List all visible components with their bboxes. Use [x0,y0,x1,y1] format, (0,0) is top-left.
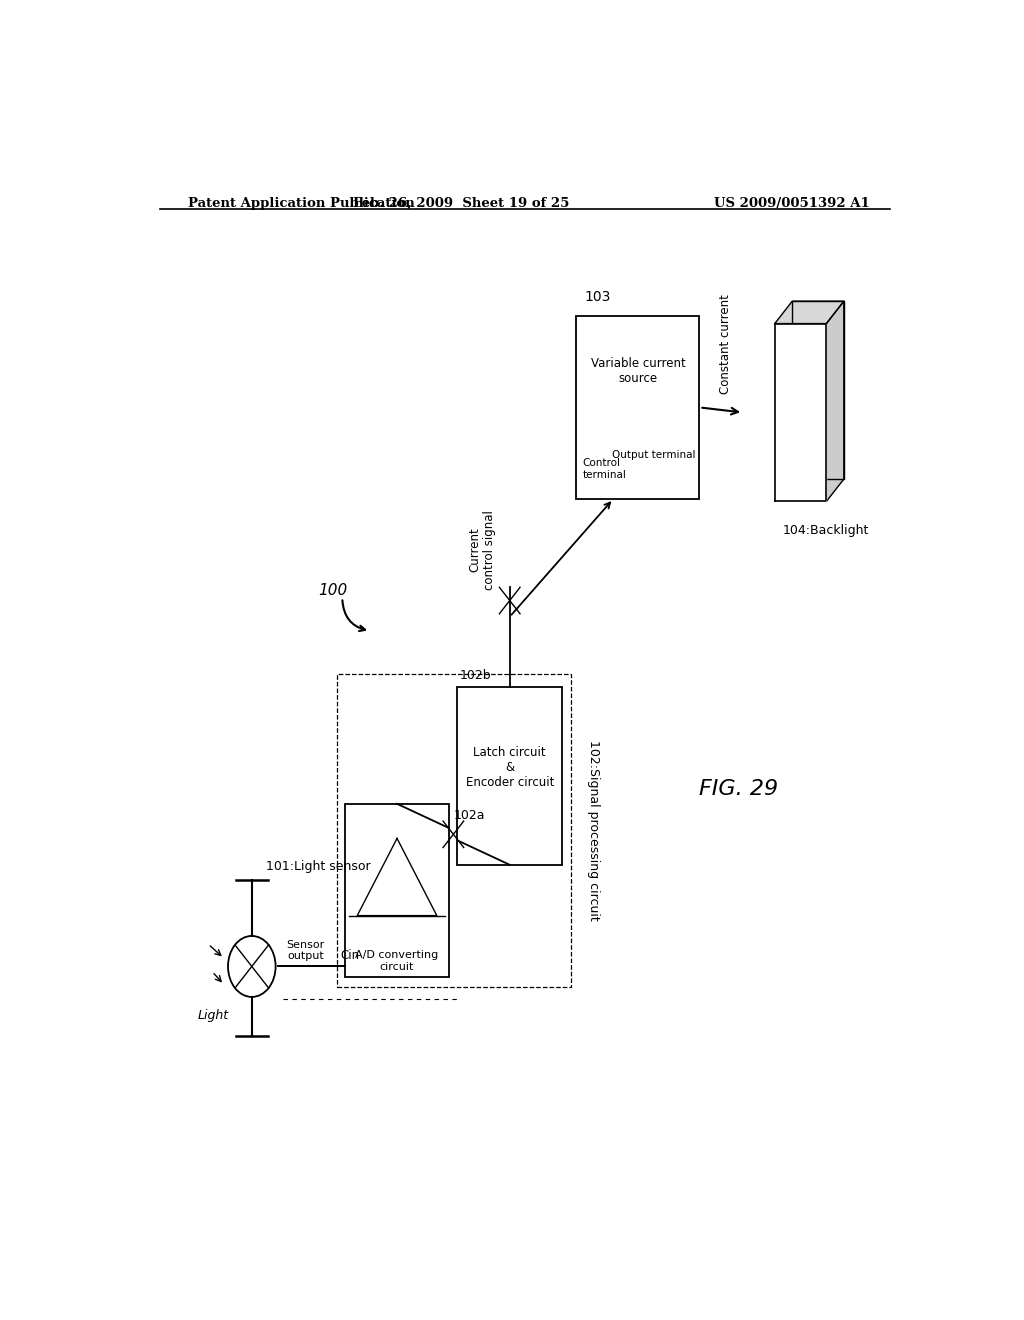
Text: Latch circuit
&
Encoder circuit: Latch circuit & Encoder circuit [466,746,554,789]
Text: FIG. 29: FIG. 29 [699,779,778,799]
Text: 100: 100 [318,583,348,598]
Bar [577,315,699,499]
Text: Current
control signal: Current control signal [468,510,496,590]
Polygon shape [826,301,844,502]
Bar [345,804,450,977]
Polygon shape [775,301,844,323]
Text: Output terminal: Output terminal [612,450,695,461]
Text: 103: 103 [585,290,610,304]
Bar [458,686,562,865]
Text: Sensor
output: Sensor output [287,940,325,961]
Text: 102a: 102a [454,809,485,822]
Text: Patent Application Publication: Patent Application Publication [187,197,415,210]
Text: 102b: 102b [460,669,492,682]
Text: Control
terminal: Control terminal [583,458,627,480]
Bar [337,673,570,987]
Text: Variable current
source: Variable current source [591,356,685,385]
Text: Light: Light [198,1008,229,1022]
Text: Constant current: Constant current [719,294,732,395]
Text: 101:Light sensor: 101:Light sensor [266,859,371,873]
Text: Cin: Cin [341,949,359,962]
Text: Feb. 26, 2009  Sheet 19 of 25: Feb. 26, 2009 Sheet 19 of 25 [353,197,569,210]
Text: 104:Backlight: 104:Backlight [782,524,869,537]
Polygon shape [793,301,844,479]
Text: US 2009/0051392 A1: US 2009/0051392 A1 [715,197,870,210]
Text: 102:Signal processing circuit: 102:Signal processing circuit [587,741,600,920]
Polygon shape [775,323,826,502]
Text: A/D converting
circuit: A/D converting circuit [355,950,438,972]
